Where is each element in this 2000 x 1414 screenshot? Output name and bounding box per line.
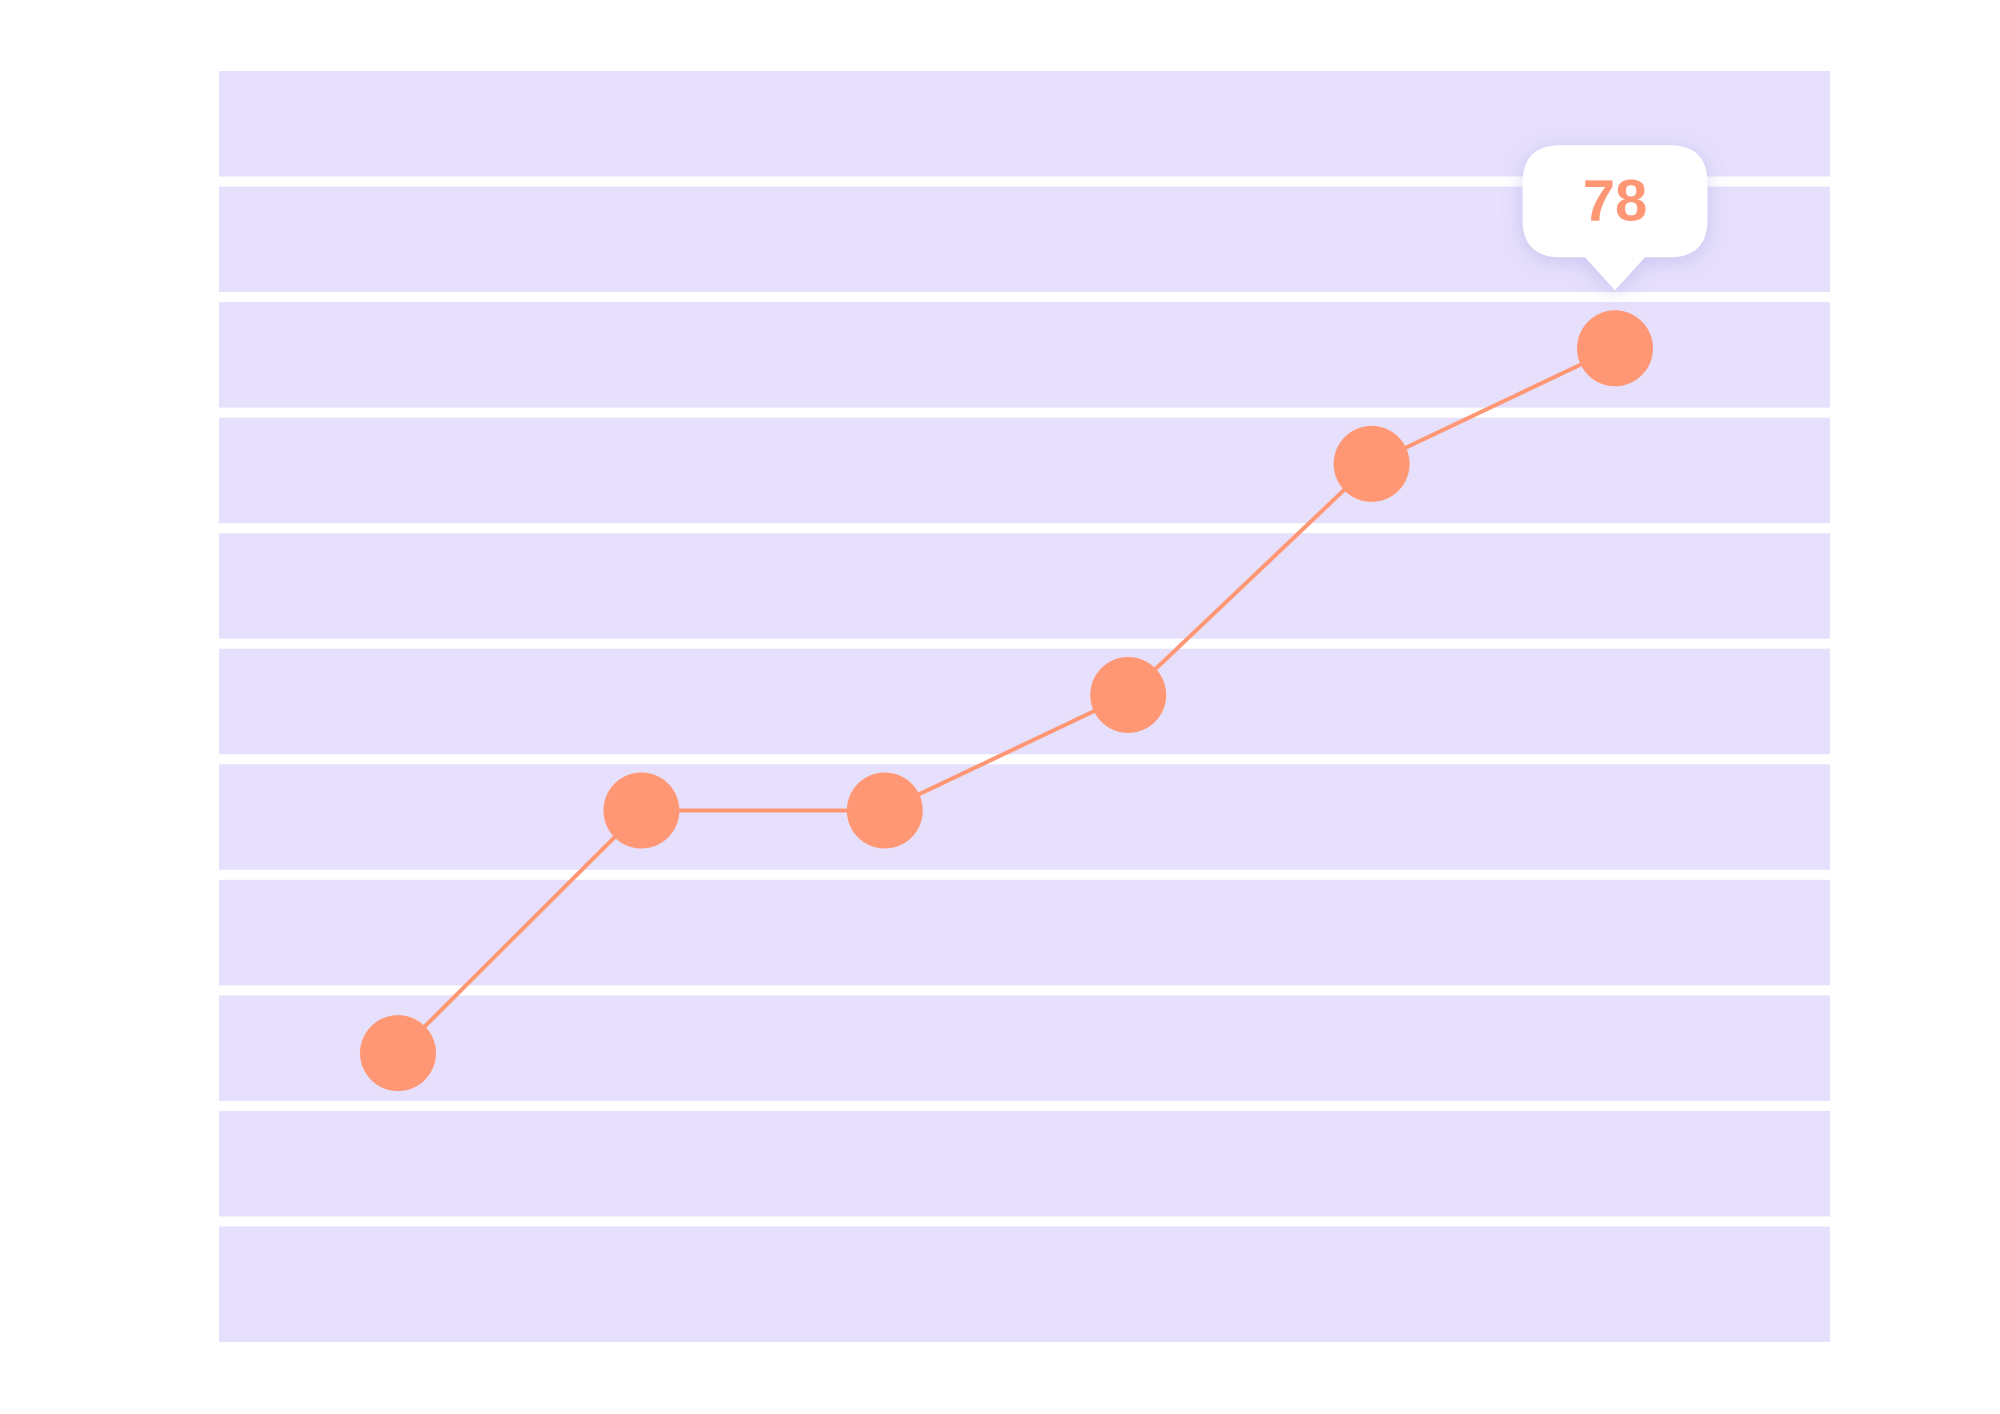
plot-band — [219, 1110, 1830, 1217]
data-point — [846, 772, 923, 849]
plot-band — [219, 533, 1830, 639]
plot-band — [219, 764, 1830, 870]
plot-band — [219, 648, 1830, 755]
tooltip — [1522, 145, 1708, 291]
data-line — [396, 346, 1616, 1055]
plot-band — [219, 995, 1830, 1101]
data-point — [603, 772, 680, 849]
plot-band — [219, 1226, 1830, 1342]
plot-band — [219, 302, 1830, 408]
data-point — [1333, 425, 1410, 502]
tooltip-box — [1522, 145, 1708, 291]
data-point — [1090, 656, 1167, 733]
plot: 78 — [360, 145, 1708, 1092]
data-point — [1577, 310, 1653, 387]
plot-band — [219, 879, 1830, 986]
plot-band — [219, 417, 1830, 524]
plot-background — [219, 71, 1830, 1342]
tooltip-value: 78 — [1583, 169, 1648, 234]
data-point — [360, 1015, 436, 1092]
